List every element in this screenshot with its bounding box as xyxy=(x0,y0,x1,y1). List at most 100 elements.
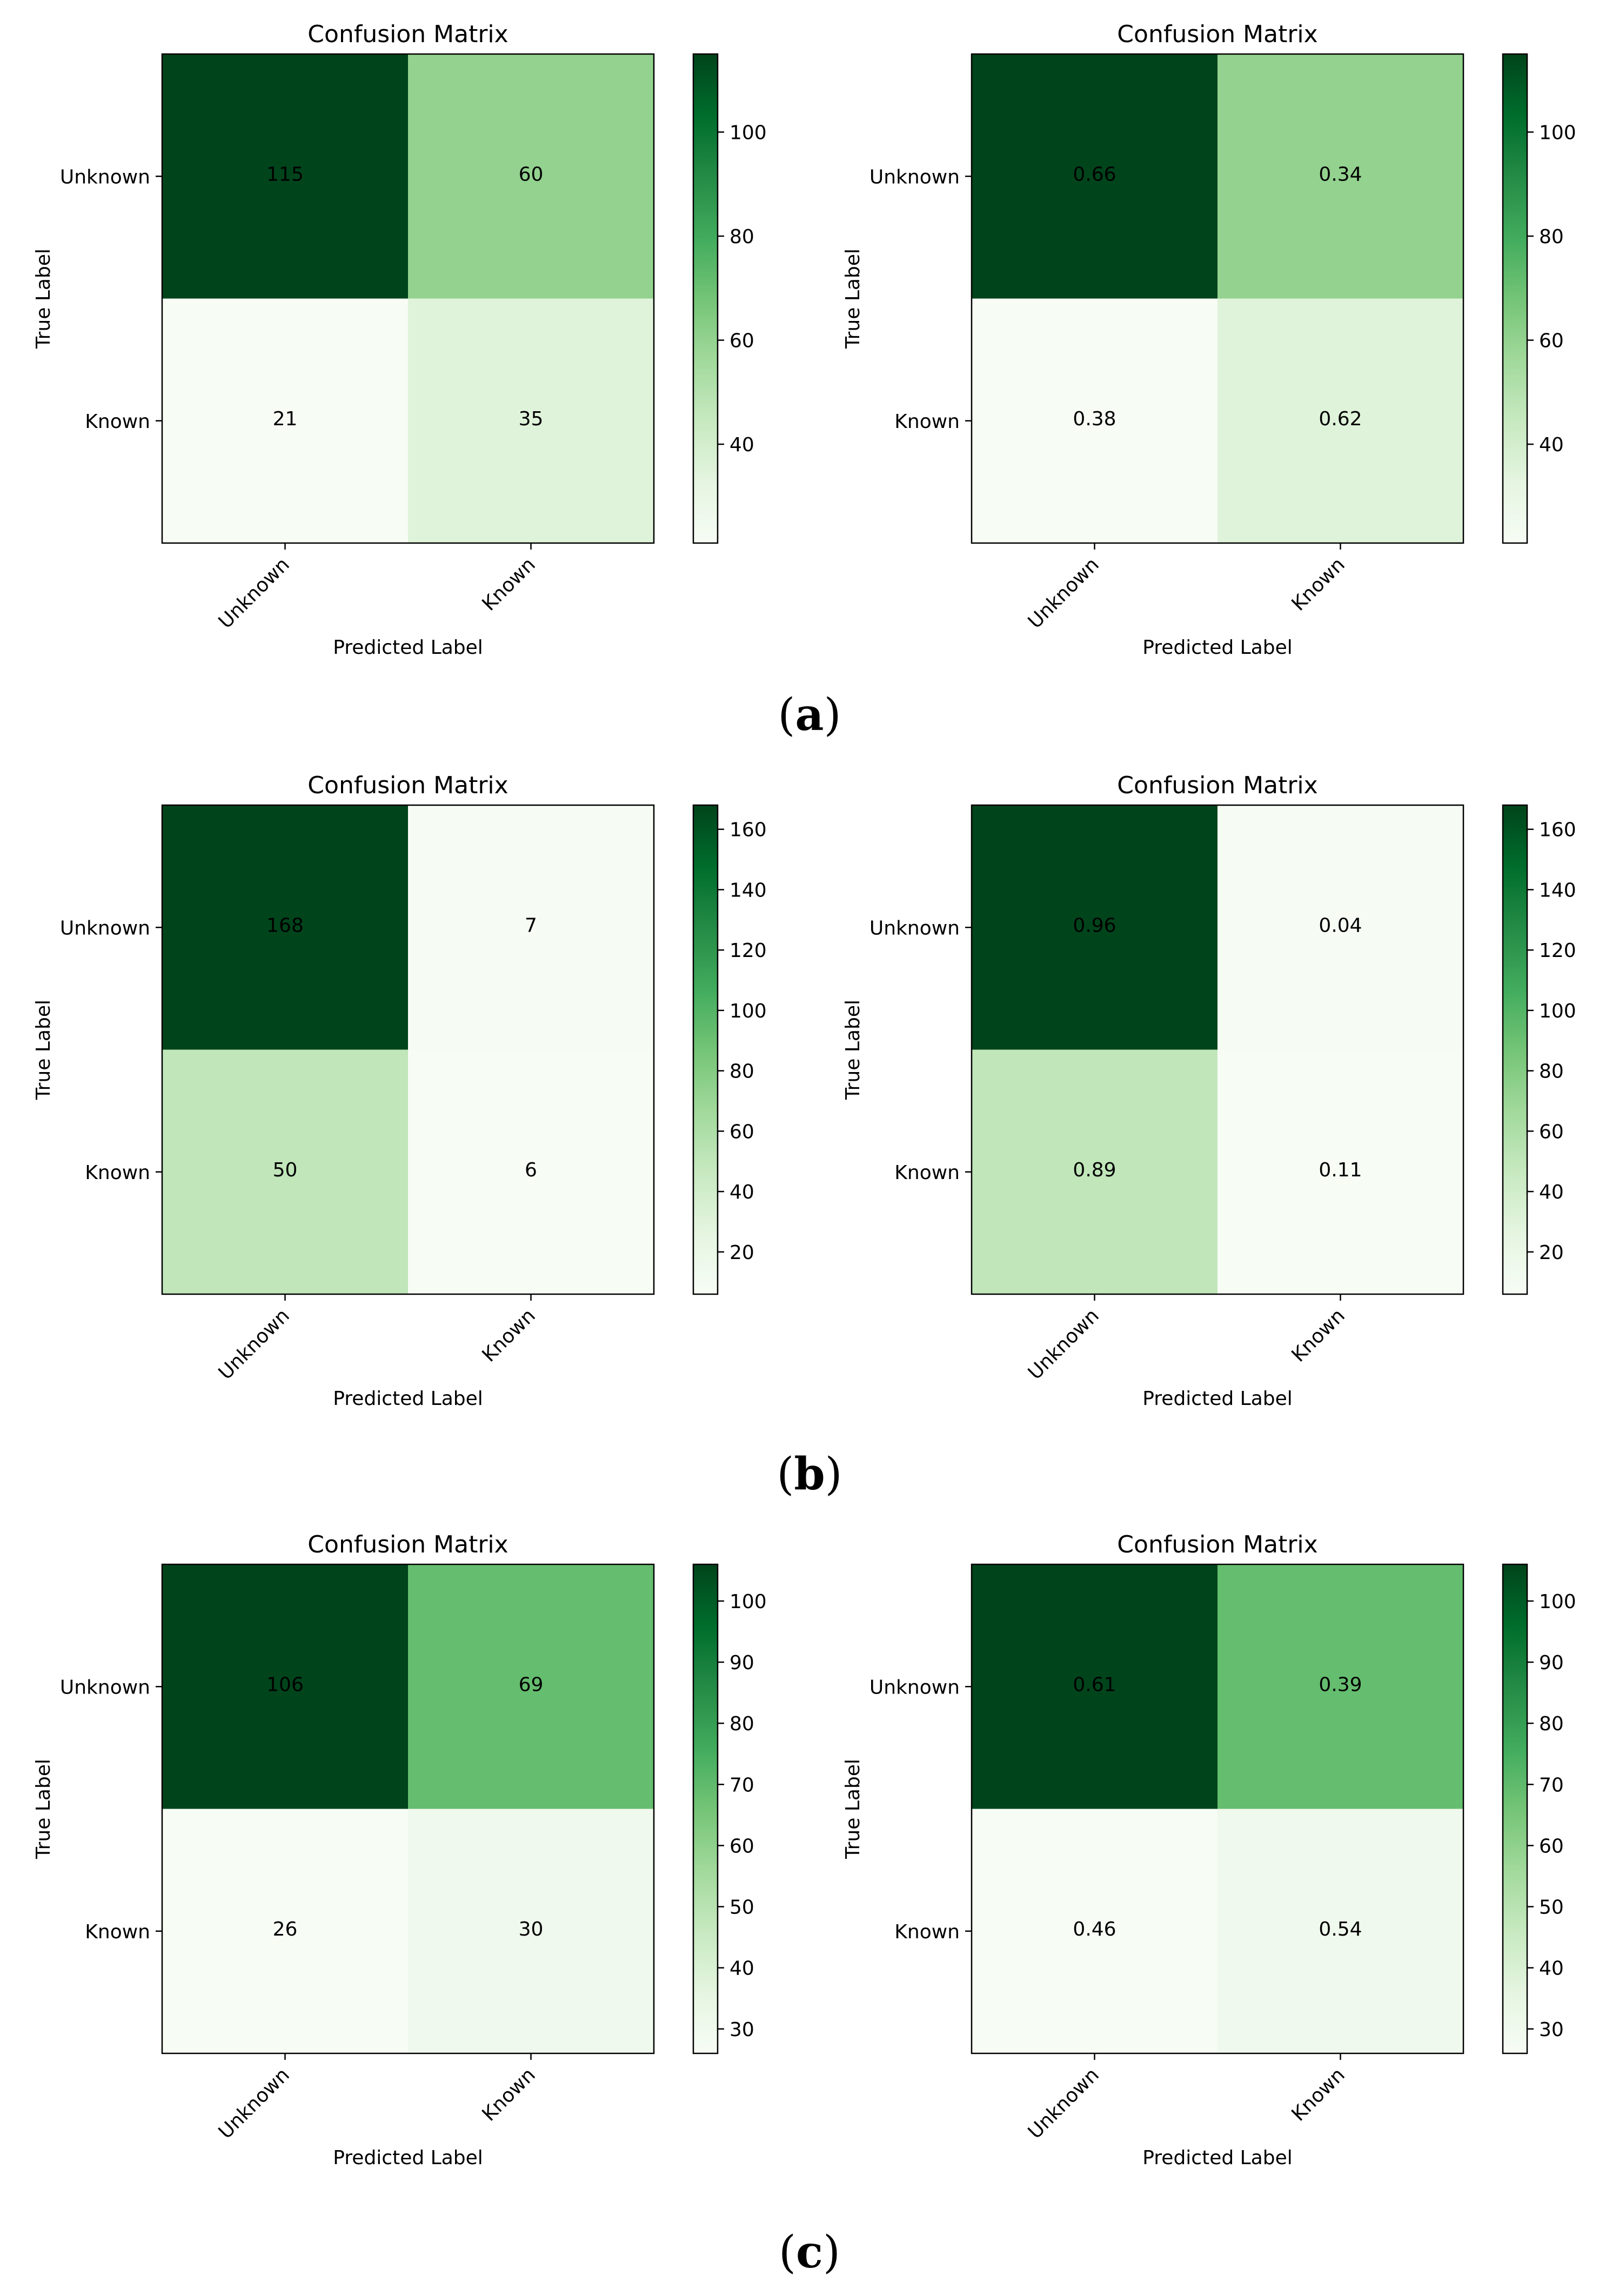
cell-value-label: 30 xyxy=(519,1918,544,1940)
x-tick-label: Unknown xyxy=(1024,1304,1103,1384)
confusion-matrix-b-counts: Confusion Matrix 168 7 50 6 Unknown Known Unkno… xyxy=(32,772,767,1410)
colorbar-tick-label: 140 xyxy=(1539,879,1576,901)
y-axis-label: True Label xyxy=(32,1000,55,1100)
matrix-cell xyxy=(408,1049,654,1295)
confusion-matrix-b-normalized: Confusion Matrix 0.96 0.04 0.89 0.11 Unknown K… xyxy=(842,772,1576,1410)
cell-value-label: 26 xyxy=(273,1918,298,1940)
y-tick-label: Unknown xyxy=(60,1676,150,1698)
x-tick-label: Known xyxy=(1288,553,1349,615)
matrix-cell xyxy=(972,298,1218,544)
matrix-cell xyxy=(1217,805,1464,1050)
colorbar-tick-label: 80 xyxy=(1539,1061,1564,1083)
y-tick-label: Unknown xyxy=(869,166,960,188)
matrix-cell xyxy=(1217,1049,1464,1295)
colorbar-tick-label: 40 xyxy=(730,1958,754,1980)
cell-value-label: 21 xyxy=(273,408,298,430)
colorbar-tick-label: 20 xyxy=(1539,1242,1564,1264)
matrix-cell xyxy=(162,1809,409,2054)
x-axis-label: Predicted Label xyxy=(1142,1388,1293,1410)
colorbar-tick-label: 70 xyxy=(1539,1774,1564,1796)
matrix-cell xyxy=(1217,298,1464,544)
chart-title: Confusion Matrix xyxy=(1117,772,1317,799)
colorbar-tick-label: 80 xyxy=(1539,226,1564,248)
matrix-cell xyxy=(162,54,409,299)
cell-value-label: 35 xyxy=(519,408,544,430)
cell-value-label: 6 xyxy=(525,1159,537,1181)
x-tick-label: Known xyxy=(478,2064,540,2125)
colorbar-tick-label: 50 xyxy=(730,1897,754,1919)
colorbar-tick-label: 30 xyxy=(1539,2019,1564,2041)
matrix-cell xyxy=(408,805,654,1050)
colorbar-tick-label: 80 xyxy=(1539,1713,1564,1735)
axes-frame xyxy=(161,804,655,1295)
cell-value-label: 69 xyxy=(519,1674,544,1696)
y-tick-label: Known xyxy=(85,1921,150,1943)
matrix-cell xyxy=(408,54,654,299)
colorbar xyxy=(692,804,719,1295)
colorbar-tick-label: 60 xyxy=(730,330,754,352)
confusion-matrix-c-normalized: Confusion Matrix 0.61 0.39 0.46 0.54 Unknown K… xyxy=(842,1531,1576,2169)
y-axis-label: True Label xyxy=(32,249,55,349)
cell-value-label: 7 xyxy=(525,914,537,936)
cell-value-label: 0.61 xyxy=(1073,1674,1116,1696)
panel-label-c: (c) xyxy=(779,2226,840,2278)
colorbar xyxy=(692,53,719,544)
cell-value-label: 0.54 xyxy=(1319,1918,1362,1940)
cell-value-label: 0.39 xyxy=(1319,1674,1362,1696)
colorbar-tick-label: 40 xyxy=(1539,434,1564,456)
cell-value-label: 0.04 xyxy=(1319,914,1362,936)
colorbar-tick-label: 140 xyxy=(730,879,767,901)
colorbar-tick-label: 100 xyxy=(1539,122,1576,144)
colorbar-tick-label: 30 xyxy=(730,2019,754,2041)
chart-title: Confusion Matrix xyxy=(307,1531,508,1558)
matrix-cell xyxy=(972,805,1218,1050)
x-tick-label: Unknown xyxy=(215,553,294,633)
matrix-cell xyxy=(162,1564,409,1809)
x-tick-label: Known xyxy=(478,1304,540,1366)
axes-frame xyxy=(971,804,1464,1295)
y-axis-label: True Label xyxy=(842,1759,864,1859)
x-axis-label: Predicted Label xyxy=(333,1388,483,1410)
y-tick-label: Known xyxy=(894,1921,960,1943)
colorbar-tick-label: 90 xyxy=(730,1652,754,1674)
x-tick-label: Unknown xyxy=(1024,2064,1103,2143)
matrix-cell xyxy=(1217,1564,1464,1809)
x-axis-label: Predicted Label xyxy=(333,2147,483,2169)
confusion-matrix-a-counts: Confusion Matrix 115 60 21 35 Unknown Known Unk… xyxy=(32,21,767,659)
chart-title: Confusion Matrix xyxy=(307,772,508,799)
x-tick-label: Unknown xyxy=(215,2064,294,2143)
x-tick-label: Unknown xyxy=(1024,553,1103,633)
cell-value-label: 0.62 xyxy=(1319,408,1362,430)
confusion-matrix-a-normalized: Confusion Matrix 0.66 0.34 0.38 0.62 Unknown K… xyxy=(842,21,1576,659)
matrix-cell xyxy=(162,1049,409,1295)
y-tick-label: Unknown xyxy=(60,166,150,188)
matrix-cell xyxy=(162,805,409,1050)
colorbar-tick-label: 60 xyxy=(1539,330,1564,352)
colorbar-tick-label: 40 xyxy=(730,1181,754,1203)
cell-value-label: 168 xyxy=(266,914,304,936)
cell-value-label: 0.66 xyxy=(1073,163,1116,185)
matrix-cell xyxy=(408,1809,654,2054)
colorbar-tick-label: 60 xyxy=(1539,1835,1564,1857)
y-tick-label: Known xyxy=(85,411,150,433)
colorbar-tick-label: 160 xyxy=(1539,819,1576,841)
colorbar-tick-label: 40 xyxy=(1539,1181,1564,1203)
cell-value-label: 0.34 xyxy=(1319,163,1362,185)
matrix-cell xyxy=(972,54,1218,299)
cell-value-label: 0.11 xyxy=(1319,1159,1362,1181)
colorbar xyxy=(1502,1563,1528,2054)
colorbar xyxy=(692,1563,719,2054)
colorbar-tick-label: 160 xyxy=(730,819,767,841)
cell-value-label: 106 xyxy=(266,1674,304,1696)
x-axis-label: Predicted Label xyxy=(1142,637,1293,659)
colorbar-tick-label: 40 xyxy=(1539,1958,1564,1980)
matrix-cell xyxy=(1217,54,1464,299)
x-axis-label: Predicted Label xyxy=(333,637,483,659)
axes-frame xyxy=(161,53,655,544)
y-tick-label: Unknown xyxy=(869,1676,960,1698)
x-tick-label: Known xyxy=(1288,2064,1349,2125)
colorbar-tick-label: 50 xyxy=(1539,1897,1564,1919)
colorbar-tick-label: 100 xyxy=(730,122,767,144)
colorbar-tick-label: 60 xyxy=(730,1835,754,1857)
